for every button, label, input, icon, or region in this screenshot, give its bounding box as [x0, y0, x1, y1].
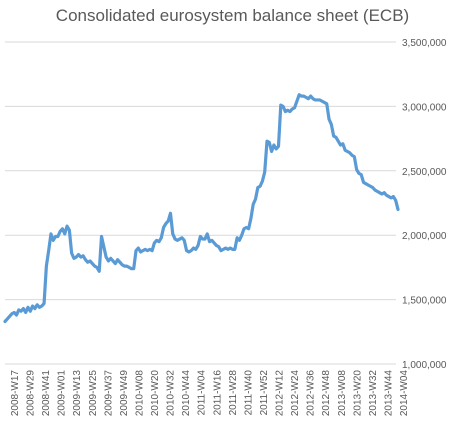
x-axis-ticks: 2008-W17 2008-W29 2008-W41 2009-W01 2009-W13… [10, 370, 410, 417]
x-tick-label: 2010-W20 [150, 370, 161, 417]
x-tick-label: 2014-W04 [399, 370, 410, 417]
x-tick-label: 2009-W13 [72, 370, 83, 417]
y-tick-label: 2,500,000 [402, 167, 447, 178]
x-tick-label: 2009-W01 [57, 370, 68, 417]
x-tick-label: 2013-W20 [352, 370, 363, 417]
x-tick-label: 2013-W08 [337, 370, 348, 417]
chart-title: Consolidated eurosystem balance sheet (E… [55, 6, 410, 25]
x-tick-label: 2011-W52 [259, 370, 270, 416]
x-tick-label: 2013-W44 [383, 370, 394, 417]
x-tick-label: 2008-W41 [41, 370, 52, 417]
x-tick-label: 2013-W32 [368, 370, 379, 417]
gridlines [5, 41, 396, 365]
y-tick-label: 1,000,000 [402, 360, 447, 371]
x-tick-label: 2011-W40 [243, 370, 254, 416]
y-tick-label: 1,500,000 [402, 296, 447, 307]
x-tick-label: 2012-W48 [321, 370, 332, 417]
y-tick-label: 2,000,000 [402, 231, 447, 242]
x-tick-label: 2010-W32 [166, 370, 177, 417]
x-tick-label: 2012-W24 [290, 370, 301, 417]
x-tick-label: 2008-W29 [26, 370, 37, 417]
x-tick-label: 2009-W49 [119, 370, 130, 417]
x-tick-label: 2010-W44 [181, 370, 192, 417]
x-tick-label: 2012-W36 [306, 370, 317, 417]
x-tick-label: 2011-W04 [197, 370, 208, 416]
x-tick-label: 2008-W17 [10, 370, 21, 417]
y-tick-label: 3,500,000 [402, 38, 447, 49]
x-tick-label: 2011-W28 [228, 370, 239, 416]
x-tick-label: 2010-W08 [134, 370, 145, 417]
x-tick-label: 2009-W37 [103, 370, 114, 417]
x-tick-label: 2012-W12 [275, 370, 286, 417]
x-tick-label: 2011-W16 [212, 370, 223, 416]
x-tick-label: 2009-W25 [88, 370, 99, 417]
y-axis-ticks: 1,000,000 1,500,000 2,000,000 2,500,000 3,00… [402, 38, 447, 371]
y-tick-label: 3,000,000 [402, 102, 447, 113]
series-line [3, 93, 400, 324]
